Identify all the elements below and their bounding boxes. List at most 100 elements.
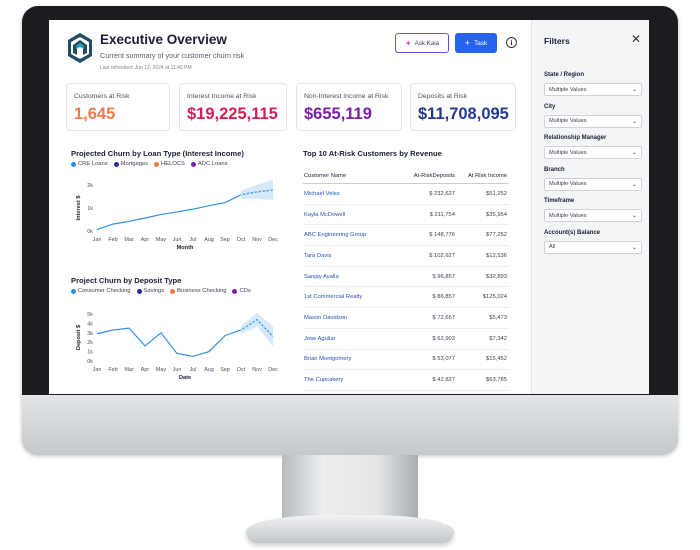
close-icon[interactable]: ✕: [631, 32, 642, 46]
x-tick-label: Mar: [124, 367, 133, 373]
kpi-interest-income-at-risk: Interest Income at Risk $19,225,115: [179, 83, 287, 131]
table-row[interactable]: 1st Commercial Realty $ 86,857 $125,024: [303, 287, 509, 309]
customer-name-link[interactable]: Tara Davis: [304, 252, 332, 259]
customer-name-link[interactable]: The Cupcakery: [304, 377, 344, 384]
legend-item[interactable]: ADC Loans: [190, 161, 228, 167]
at-risk-deposits-cell: $ 148,776: [429, 232, 455, 239]
x-tick-label: Aug: [204, 367, 214, 373]
legend-swatch: [113, 161, 119, 167]
ask-kaia-label: Ask Kaia: [414, 39, 440, 47]
y-tick-label: 1k: [87, 350, 93, 356]
forecast-band: [241, 180, 273, 201]
legend-item[interactable]: Mortgages: [113, 161, 149, 167]
filter-dropdown[interactable]: Multiple Values ⌄: [544, 114, 642, 128]
add-task-button[interactable]: + Task: [455, 33, 497, 53]
at-risk-deposits-cell: $ 62,903: [432, 335, 455, 342]
filter-label: Relationship Manager: [544, 135, 607, 141]
info-icon[interactable]: i: [506, 37, 517, 48]
filter-dropdown[interactable]: Multiple Values ⌄: [544, 83, 642, 96]
legend-swatch: [154, 161, 160, 167]
filter-dropdown[interactable]: All ⌄: [544, 240, 642, 254]
filters-title: Filters: [544, 36, 570, 46]
table-row[interactable]: Tara Davis $ 102,627 $12,536: [303, 246, 509, 267]
x-tick-label: Mar: [124, 237, 133, 243]
y-axis-label: Interest $: [76, 195, 82, 221]
table-row[interactable]: The Cupcakery $ 42,827 $63,785: [303, 370, 509, 391]
monitor-stand-base: [246, 515, 454, 543]
x-tick-label: May: [156, 237, 166, 243]
column-header[interactable]: Customer Name: [304, 172, 347, 179]
loan-chart-legend: CRE Loans Mortgages HELOCS ADC Loans: [71, 161, 228, 167]
legend-item[interactable]: HELOCS: [154, 161, 185, 167]
filter-dropdown[interactable]: Multiple Values ⌄: [544, 209, 642, 222]
x-tick-label: Jan: [93, 237, 102, 243]
brand-logo-icon: [68, 33, 92, 63]
legend-label: Consumer Checking: [78, 288, 131, 294]
legend-item[interactable]: CRE Loans: [71, 161, 108, 167]
kpi-value: $655,119: [304, 105, 372, 123]
x-tick-label: Jun: [173, 367, 182, 373]
series-line: [96, 318, 274, 357]
table-row[interactable]: Brian Montgomery $ 53,077 $15,452: [303, 350, 509, 371]
legend-swatch: [71, 161, 76, 167]
column-header[interactable]: At Risk Income: [468, 172, 507, 179]
x-tick-label: Apr: [141, 367, 150, 373]
customer-name-link[interactable]: Michael Velez: [304, 190, 340, 197]
page-subtitle: Current summary of your customer churn r…: [100, 51, 245, 60]
kpi-label: Non-Interest Income at Risk: [304, 93, 389, 100]
legend-item[interactable]: Consumer Checking: [71, 288, 131, 294]
table-row[interactable]: ABC Engineering Group $ 148,776 $77,252: [303, 225, 509, 247]
table-row[interactable]: Michael Velez $ 232,627 $51,252: [303, 184, 509, 205]
kpi-label: Customers at Risk: [74, 93, 130, 100]
legend-label: Mortgages: [120, 161, 149, 167]
at-risk-income-cell: $5,473: [489, 314, 507, 321]
at-risk-deposits-cell: $ 53,077: [432, 356, 455, 363]
deposit-churn-chart: 0k 1k 2k 3k 4k 5k Jan Feb Mar Apr May Jun Jul Aug Sep O…: [76, 312, 278, 381]
table-row[interactable]: Jose Aguilar $ 62,903 $7,342: [303, 329, 509, 350]
table-row[interactable]: Mason Davidson $ 72,657 $5,473: [303, 308, 509, 329]
filter-label: Timeframe: [544, 198, 575, 204]
legend-label: Business Checking: [177, 288, 227, 294]
legend-label: HELOCS: [161, 161, 185, 167]
customer-name-link[interactable]: Mason Davidson: [304, 314, 348, 321]
chevron-down-icon: ⌄: [631, 244, 637, 251]
table-row[interactable]: Sanjay Ayalla $ 96,857 $32,893: [303, 267, 509, 288]
deposit-chart-title: Project Churn by Deposit Type: [71, 276, 182, 285]
at-risk-deposits-cell: $ 232,627: [429, 190, 455, 197]
x-tick-label: Feb: [108, 237, 117, 243]
at-risk-customers-table: Customer Name At-RiskDeposits At Risk In…: [303, 168, 509, 391]
table-title: Top 10 At-Risk Customers by Revenue: [303, 149, 442, 158]
table-row[interactable]: Kayla McDowell $ 211,754 $35,954: [303, 205, 509, 226]
legend-item[interactable]: Business Checking: [170, 288, 226, 294]
at-risk-income-cell: $35,954: [486, 211, 507, 218]
legend-item[interactable]: CDs: [232, 288, 251, 294]
customer-name-link[interactable]: Brian Montgomery: [304, 356, 352, 363]
y-axis-label: Deposit $: [76, 324, 82, 350]
series-line: [96, 189, 274, 231]
kpi-label: Interest Income at Risk: [187, 93, 257, 100]
x-axis-label: Month: [177, 245, 194, 251]
plus-icon: +: [464, 37, 471, 48]
filter-dropdown[interactable]: Multiple Values ⌄: [544, 146, 642, 159]
chevron-down-icon: ⌄: [631, 181, 637, 188]
legend-label: ADC Loans: [197, 161, 228, 167]
y-tick-label: 5k: [87, 312, 93, 318]
at-risk-income-cell: $7,342: [489, 335, 507, 342]
ask-kaia-button[interactable]: ✦ Ask Kaia: [395, 33, 449, 53]
at-risk-income-cell: $51,252: [486, 190, 507, 197]
kpi-value: $19,225,115: [187, 105, 278, 123]
customer-name-link[interactable]: 1st Commercial Realty: [304, 294, 363, 301]
x-tick-label: Aug: [204, 237, 214, 243]
x-tick-label: Feb: [108, 367, 117, 373]
customer-name-link[interactable]: Sanjay Ayalla: [304, 273, 339, 280]
filter-value: All: [549, 244, 556, 250]
column-header[interactable]: At-RiskDeposits: [413, 172, 455, 179]
customer-name-link[interactable]: Kayla McDowell: [304, 211, 346, 218]
filter-dropdown[interactable]: Multiple Values ⌄: [544, 177, 642, 191]
kpi-non-interest-income-at-risk: Non-Interest Income at Risk $655,119: [296, 83, 402, 131]
at-risk-deposits-cell: $ 96,857: [432, 273, 455, 280]
y-tick-label: 2k: [87, 340, 93, 346]
legend-item[interactable]: Savings: [136, 288, 164, 294]
customer-name-link[interactable]: ABC Engineering Group: [304, 232, 367, 239]
customer-name-link[interactable]: Jose Aguilar: [304, 335, 336, 342]
